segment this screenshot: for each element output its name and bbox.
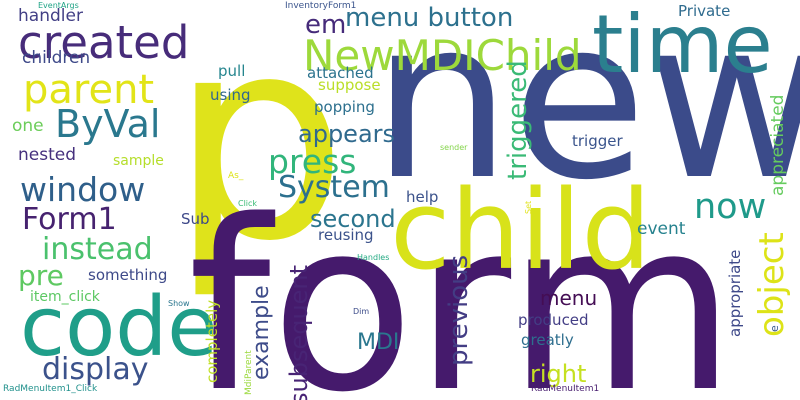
word-pull: pull xyxy=(218,64,245,79)
word-sub: Sub xyxy=(181,212,210,227)
word-something: something xyxy=(88,268,167,283)
word-mdiparent: MdiParent xyxy=(245,350,254,395)
word-trigger: trigger xyxy=(572,134,623,149)
word-using: using xyxy=(210,88,251,103)
word-dim: Dim xyxy=(353,308,369,316)
word-triggered: triggered xyxy=(505,60,531,180)
word-completely: completely xyxy=(205,300,220,383)
word-form1: Form1 xyxy=(22,205,117,235)
word-eventargs: EventArgs xyxy=(38,2,79,10)
word-produced: produced xyxy=(518,313,589,328)
word-handles: Handles xyxy=(357,254,389,262)
word-subsequent: subsequent xyxy=(287,265,311,400)
word-right: right xyxy=(530,362,586,386)
word-display: display xyxy=(42,355,149,385)
word-event: event xyxy=(637,221,685,238)
word-suppose: suppose xyxy=(318,78,381,93)
word-help: help xyxy=(406,190,438,205)
word-greatly: greatly xyxy=(521,333,574,348)
word-example: example xyxy=(251,285,273,380)
word-byval: ByVal xyxy=(55,105,160,143)
word-menu-button: menu button xyxy=(345,5,513,31)
word-reusing: reusing xyxy=(318,228,374,243)
word-menu: menu xyxy=(540,288,597,308)
word-radmenuitem1: RadMenuItem1 xyxy=(531,385,599,394)
word-show: Show xyxy=(168,300,190,308)
word-previous: previous xyxy=(446,255,472,366)
word-one: one xyxy=(12,118,44,135)
word-private: Private xyxy=(678,4,730,19)
word-system: System xyxy=(278,173,390,203)
word-mdi: MDI xyxy=(357,332,399,354)
word-click: Click xyxy=(238,200,257,208)
word-popping: popping xyxy=(314,100,375,115)
word-item-click: item_click xyxy=(30,290,100,304)
word-e: e xyxy=(769,325,780,332)
word-sample: sample xyxy=(113,154,164,168)
word-handler: handler xyxy=(18,8,83,25)
word-children: children xyxy=(22,50,90,67)
word-set: Set xyxy=(525,201,533,214)
word-appropriate: appropriate xyxy=(728,250,743,337)
word-pre: pre xyxy=(18,262,64,290)
word-appreciated: appreciated xyxy=(770,95,787,196)
word-inventoryform1: InventoryForm1 xyxy=(285,2,356,11)
word-radmenuitem1-click: RadMenuItem1_Click xyxy=(3,385,97,394)
word-now: now xyxy=(694,190,766,225)
word-object: object xyxy=(755,232,789,337)
word-appears: appears xyxy=(298,122,395,146)
word-sender: sender xyxy=(440,144,467,152)
word-as: As_ xyxy=(228,172,243,181)
word-em: em xyxy=(305,12,346,38)
word-nested: nested xyxy=(18,147,76,164)
